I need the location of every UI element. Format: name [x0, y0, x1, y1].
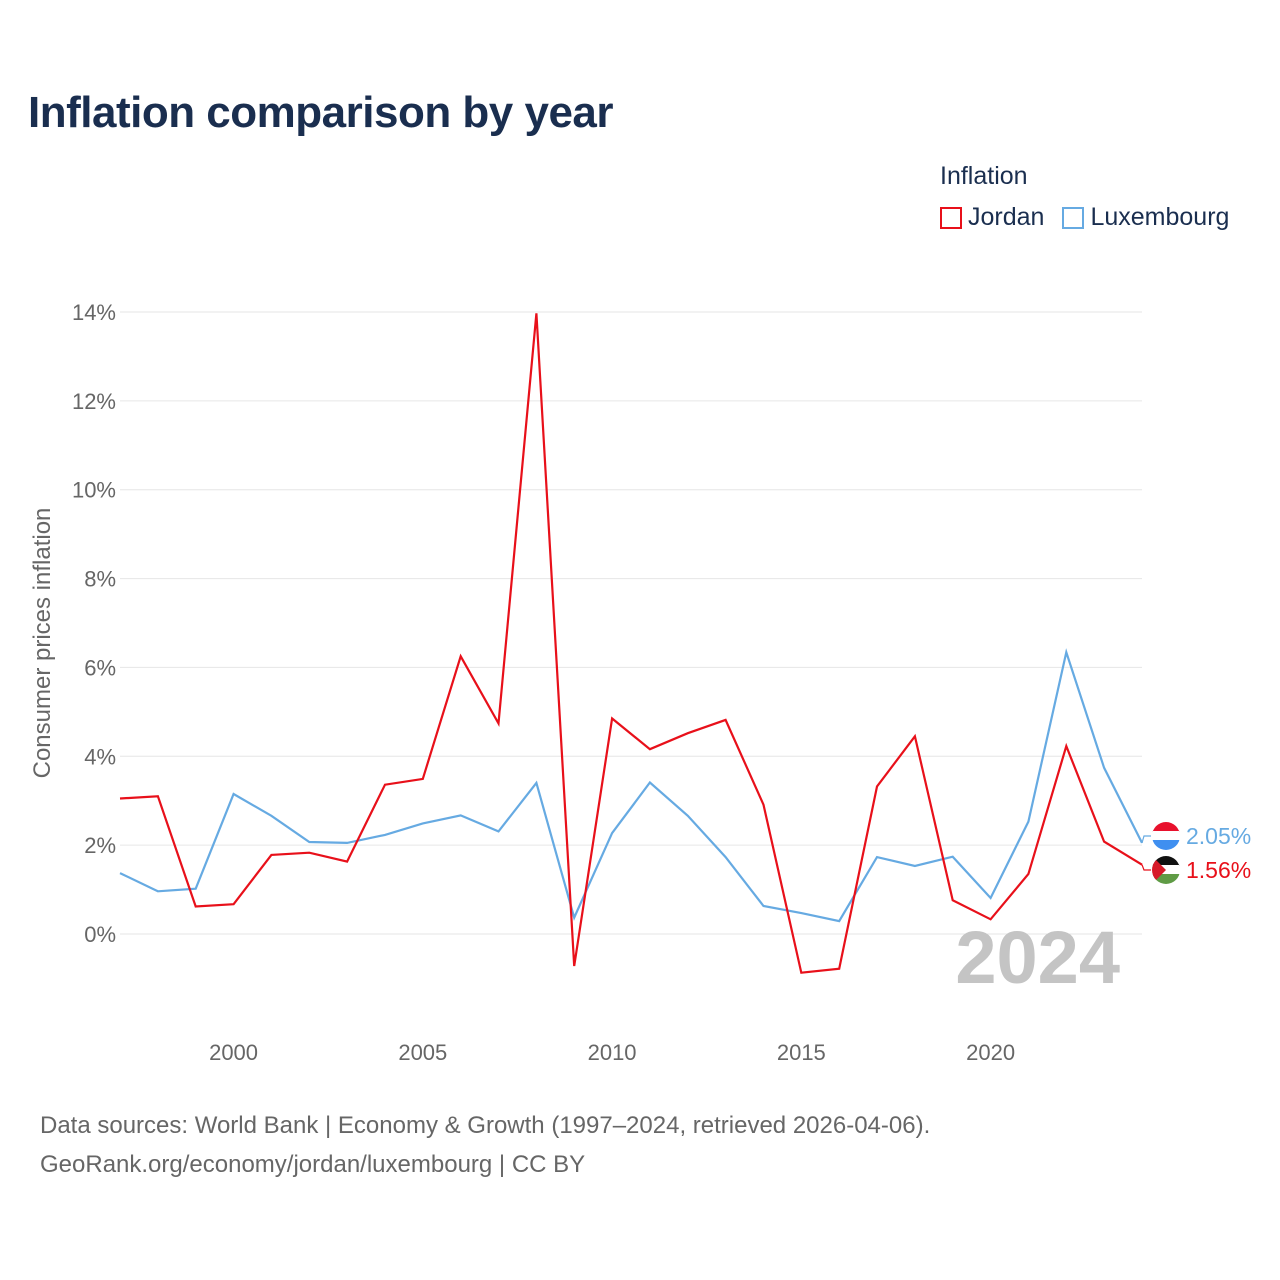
end-connector-jordan	[1141, 864, 1151, 871]
flag-luxembourg-icon	[1152, 822, 1180, 850]
series-line-jordan[interactable]	[119, 313, 1143, 974]
year-watermark: 2024	[955, 916, 1120, 999]
y-tick-label: 10%	[72, 478, 116, 503]
end-label-luxembourg: 2.05%	[1186, 823, 1251, 849]
end-labels: 2.05% 1.56%	[1141, 822, 1251, 884]
legend-label-luxembourg: Luxembourg	[1090, 203, 1230, 231]
end-connector-luxembourg	[1141, 835, 1151, 844]
footer: Data sources: World Bank | Economy & Gro…	[40, 1106, 930, 1184]
x-tick-label: 2010	[588, 1040, 637, 1065]
chart-title: Inflation comparison by year	[28, 88, 614, 137]
end-label-jordan: 1.56%	[1186, 857, 1251, 883]
series-lines	[119, 313, 1143, 974]
legend-swatch-luxembourg	[1062, 206, 1085, 229]
legend-swatch-jordan	[940, 206, 962, 229]
y-tick-label: 14%	[72, 300, 116, 325]
x-tick-label: 2015	[777, 1040, 826, 1065]
y-axis-label: Consumer prices inflation	[29, 508, 56, 779]
x-tick-label: 2020	[966, 1040, 1015, 1065]
footer-credit[interactable]: GeoRank.org/economy/jordan/luxembourg | …	[40, 1151, 586, 1178]
y-tick-label: 12%	[72, 389, 116, 414]
x-tick-label: 2000	[209, 1040, 258, 1065]
legend-item-jordan[interactable]: Jordan	[940, 203, 1044, 232]
series-line-luxembourg[interactable]	[119, 648, 1143, 923]
y-tick-label: 2%	[84, 833, 116, 858]
flag-jordan-icon	[1152, 856, 1180, 884]
y-tick-label: 6%	[84, 655, 116, 680]
footer-sources: Data sources: World Bank | Economy & Gro…	[40, 1112, 931, 1139]
legend: Inflation Jordan Luxembourg	[940, 162, 1229, 232]
legend-label-jordan: Jordan	[968, 203, 1045, 231]
legend-title: Inflation	[940, 162, 1028, 190]
axes: 0% 2% 4% 6% 8% 10% 12% 14% 2000 2005 2010 2015 2020 C…	[29, 300, 1015, 1065]
line-chart: 0% 2% 4% 6% 8% 10% 12% 14% 2000 2005 2010 2015 2020 C…	[29, 300, 1251, 1065]
gridlines	[120, 311, 1142, 935]
y-tick-label: 0%	[84, 922, 116, 947]
legend-item-luxembourg[interactable]: Luxembourg	[1062, 203, 1229, 232]
y-tick-label: 8%	[84, 567, 116, 592]
y-tick-label: 4%	[84, 744, 116, 769]
x-tick-label: 2005	[398, 1040, 447, 1065]
